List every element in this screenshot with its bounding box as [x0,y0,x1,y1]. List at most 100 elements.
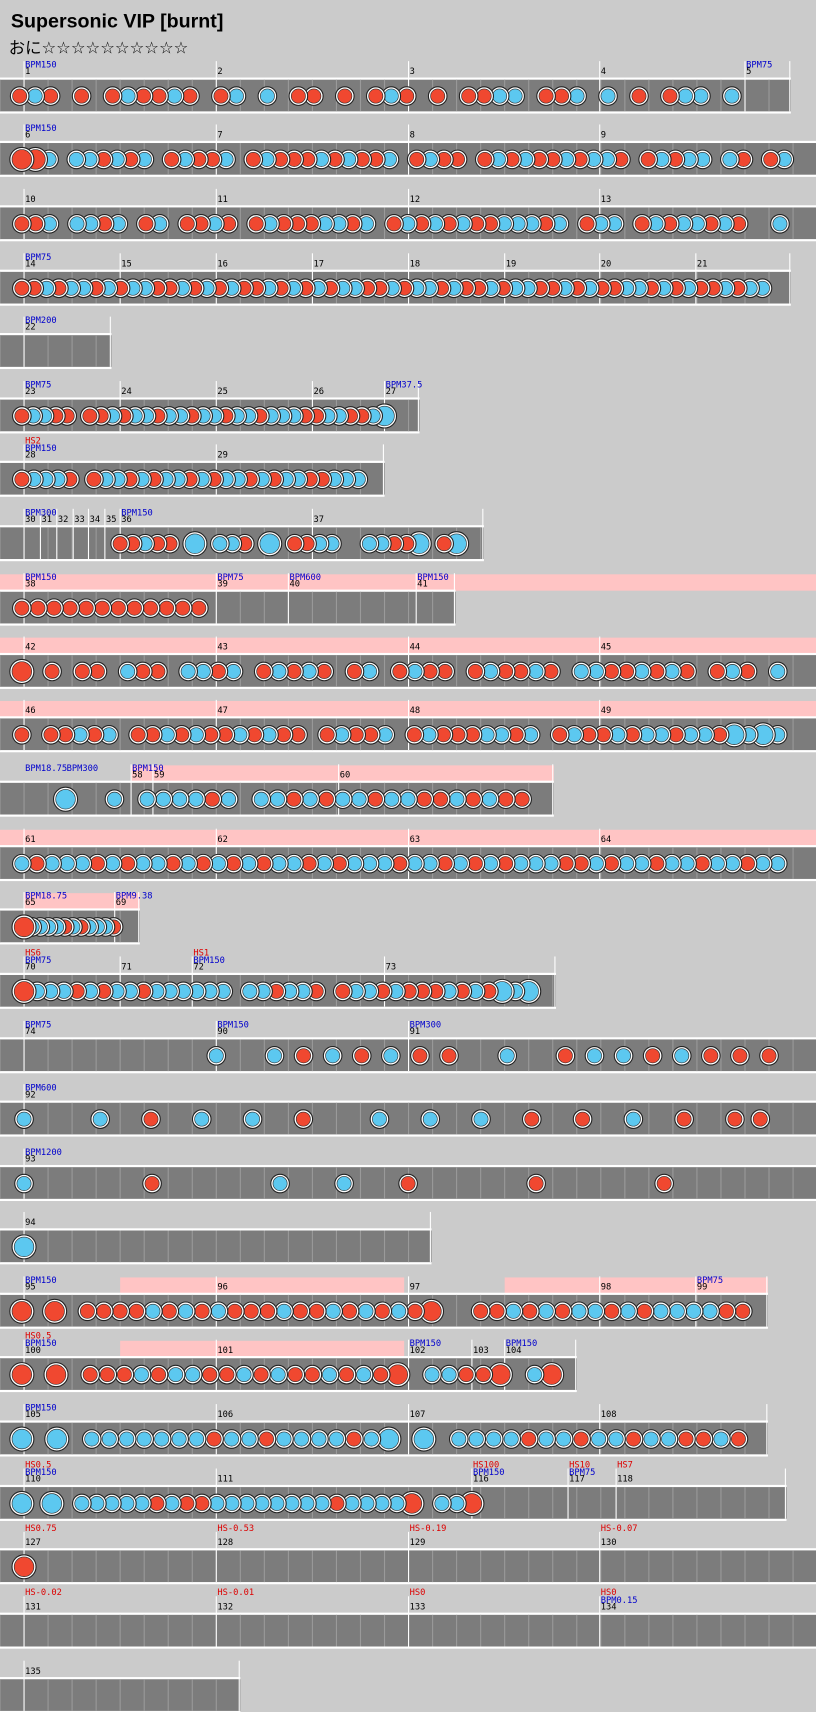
note [528,1176,544,1191]
note [46,1428,67,1450]
note [164,1496,180,1511]
note [127,600,142,616]
bpm-label: BPM600 [289,573,321,583]
bpm-label: BPM75 [25,253,51,263]
scroll-label: HS0 [410,1588,426,1598]
note [573,856,589,872]
note [168,1367,184,1383]
note [437,856,453,872]
note [11,1364,33,1385]
note [221,791,237,807]
note [292,1303,308,1319]
note [212,536,228,552]
bpm-label: BPM150 [25,1468,57,1478]
note [120,88,136,104]
note [374,1496,390,1511]
note [319,791,334,807]
note [236,1367,252,1383]
note [248,216,264,232]
note [467,856,483,872]
note [483,664,498,679]
note [634,664,650,679]
note [449,1496,465,1511]
note [498,664,514,679]
note [219,1367,235,1383]
note [309,1303,325,1319]
note [625,1111,641,1127]
measure-number: 105 [25,1410,41,1420]
measure-number: 40 [289,579,300,589]
bpm-label: BPM150 [121,508,153,518]
note [325,1303,341,1319]
note [383,88,399,104]
note [276,1303,292,1319]
stars: ☆☆☆☆☆☆☆☆☆☆ [42,39,189,58]
note [669,1303,685,1319]
note [437,664,453,679]
note [354,1048,370,1064]
note [135,664,151,679]
note [241,1431,257,1447]
note [588,856,604,872]
note [524,1111,540,1127]
measure-number: 97 [410,1282,421,1292]
note [136,88,151,104]
bpm-label: BPM300 [67,764,99,774]
measure-number: 106 [217,1410,233,1420]
measure-number: 60 [340,770,351,780]
note [400,791,416,807]
measure-number: 38 [25,579,36,589]
note [552,727,568,743]
note [331,856,347,872]
note [294,1431,309,1447]
note [538,1303,554,1319]
measure-number: 101 [217,1346,233,1356]
note [661,1431,676,1447]
bpm-label: BPM75 [569,1468,595,1478]
note [513,664,529,679]
measure-number: 34 [90,515,101,525]
highlight [120,1277,405,1294]
note [772,216,788,232]
bpm-label: BPM37.5 [386,381,423,391]
bpm-label: BPM600 [25,1084,57,1094]
measure-number: 90 [217,1027,228,1037]
note [84,1431,100,1447]
note [151,1367,166,1383]
note [13,916,35,938]
scroll-label: HS100 [473,1460,499,1470]
measure-number: 100 [25,1346,41,1356]
note [211,1303,226,1319]
note [161,1303,177,1319]
note [422,856,438,872]
note [528,664,544,679]
note [90,856,105,872]
bpm-label: BPM150 [193,956,225,966]
note [243,1303,259,1319]
note [287,1367,303,1383]
note [358,1303,374,1319]
note [351,791,367,807]
measure-number: 133 [410,1602,426,1612]
note [434,1496,450,1511]
note [16,1176,32,1191]
note [587,1303,603,1319]
measure-number: 64 [601,835,612,845]
measure-number: 63 [410,835,421,845]
note [407,856,423,872]
note [143,600,158,616]
bpm-label: BPM300 [25,508,57,518]
bpm-label: BPM75 [25,381,51,391]
note [119,1496,135,1511]
measure-number: 1 [25,67,30,77]
note [175,600,191,616]
note [362,856,377,872]
bpm-label: BPM18.75 [25,764,67,774]
measure-number: 69 [116,898,127,908]
note [392,664,408,679]
measure-number: 96 [217,1282,228,1292]
note [245,1111,260,1127]
note [461,88,477,104]
note [389,1496,405,1511]
measure-number: 99 [697,1282,708,1292]
